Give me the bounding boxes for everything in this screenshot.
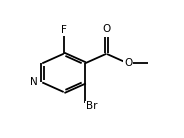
Text: N: N xyxy=(29,77,37,87)
Text: O: O xyxy=(124,58,132,68)
Text: Br: Br xyxy=(86,101,97,111)
Text: F: F xyxy=(61,25,67,35)
Text: O: O xyxy=(102,24,111,34)
